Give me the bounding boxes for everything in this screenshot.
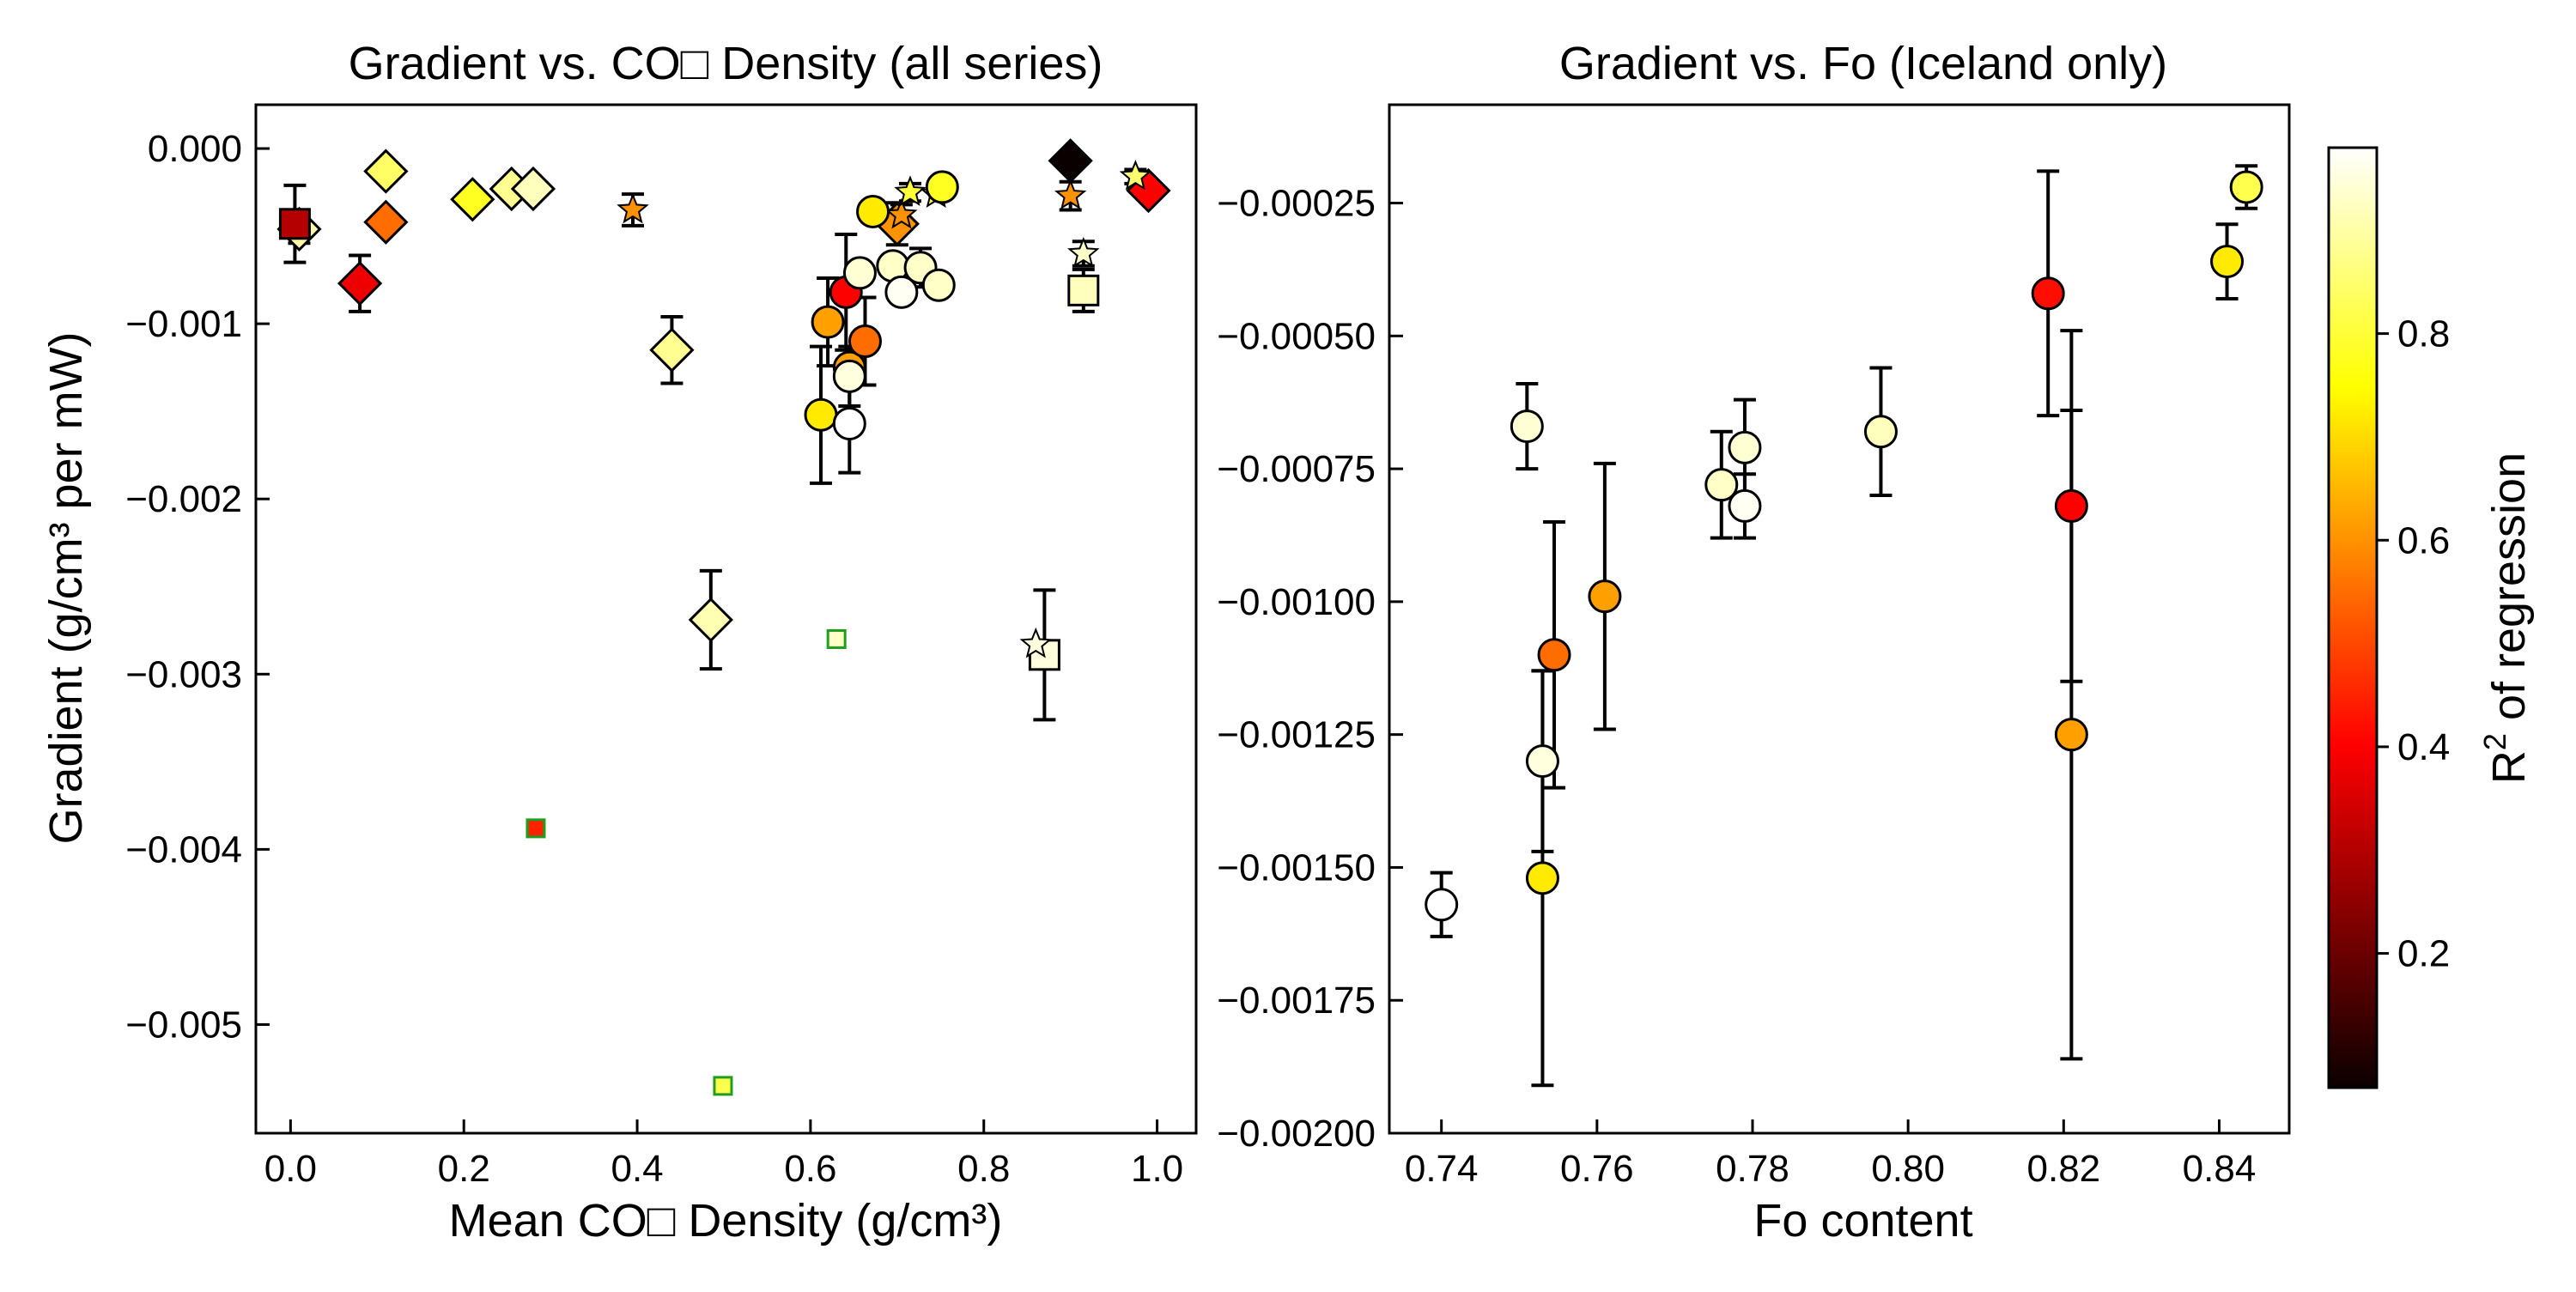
left-data-point-circle: (0.645, -0.0013) (832, 359, 866, 393)
left-x-tick-label: 0.0 (264, 1148, 317, 1190)
left-axes-frame (254, 103, 1198, 1135)
right-x-tick-label: 0.80 (1871, 1148, 1945, 1190)
left-data-point-small-square: (0.499, -0.00535) (713, 1076, 733, 1096)
colorbar-gradient (2327, 146, 2379, 1089)
right-data-point-circle: (0.761, -0.00099) (1588, 579, 1622, 614)
left-data-point-star: (0.9, -0.00027) (1054, 179, 1087, 210)
left-data-point-circle: (0.672, -0.00036) (856, 194, 890, 228)
left-data-point-circle: (0.612, -0.00152) (804, 397, 838, 432)
colorbar-tick-label: 0.4 (2397, 726, 2450, 768)
right-x-tick-label: 0.76 (1560, 1148, 1634, 1190)
left-data-point-star: (0.715, -0.00025) (894, 175, 927, 206)
right-y-tick-label: −0.00075 (1217, 448, 1376, 490)
left-data-point-small-square: (0.283, -0.00388) (526, 818, 546, 839)
left-y-axis-label: Gradient (g/cm³ per mW) (40, 331, 92, 844)
colorbar-tick-label: 0.8 (2397, 313, 2450, 355)
right-chart: Gradient vs. Fo (Iceland only) Fo conten… (1217, 38, 2291, 1247)
left-data-point-diamond: (0.485, -0.00269) (688, 597, 733, 643)
left-x-axis-label: Mean CO□ Density (g/cm³) (449, 1195, 1003, 1247)
left-data-point-circle: (0.657, -0.00071) (842, 256, 877, 290)
right-x-tick-label: 0.82 (2027, 1148, 2101, 1190)
colorbar-ticks: 0.2 0.4 0.6 0.8 (2377, 313, 2450, 975)
right-x-axis-label: Fo content (1753, 1195, 1972, 1247)
left-x-tick-label: 0.6 (784, 1148, 836, 1190)
colorbar-tick-label: 0.2 (2397, 933, 2450, 975)
right-data-point-circle: (0.818, -0.00042) (2031, 276, 2065, 311)
left-data-point-circle: (0.663, -0.0011) (848, 325, 882, 359)
left-data-point-circle: (0.752, -0.00022) (925, 170, 959, 204)
left-plot-area: 0.0 0.2 0.4 0.6 0.8 1.0 0.000 −0.001 −0.002 −0.00… (125, 128, 1183, 1190)
left-data-point-diamond: (0.9, -0.00007) (1048, 138, 1093, 184)
left-data-point-circle: (0.645, -0.00157) (832, 406, 866, 440)
left-data-point-star: (0.86, -0.00283) (1019, 627, 1053, 658)
left-data-point-circle: (0.748, -0.00078) (921, 268, 956, 302)
left-data-point-square: (0.915, -0.00081) (1067, 274, 1100, 306)
left-data-point-small-square: (0.63, -0.0028) (826, 628, 847, 649)
left-data-point-square: (0.005, -0.00043) (278, 208, 311, 240)
left-data-point-star: (0.395, -0.00035) (617, 192, 649, 224)
left-y-tick-label: −0.002 (125, 478, 242, 520)
right-y-tick-label: −0.00175 (1217, 980, 1376, 1022)
left-data-point-star: (0.975, -0.00016) (1119, 160, 1152, 191)
right-data-point-circle: (0.7965, -0.00068) (1863, 415, 1898, 449)
right-data-point-circle: (0.821, -0.00125) (2054, 718, 2088, 752)
left-y-tick-label: 0.000 (148, 128, 242, 170)
right-data-point-circle: (0.74, -0.00157) (1425, 888, 1459, 922)
right-y-tick-label: −0.00150 (1217, 846, 1376, 889)
right-data-point-circle: (0.779, -0.00082) (1728, 488, 1762, 523)
right-data-point-circle: (0.753, -0.00152) (1525, 861, 1559, 895)
left-data-point-diamond: (0.11, -0.00013) (363, 149, 409, 194)
right-plot-area: 0.74 0.76 0.78 0.80 0.82 0.84 −0.00025 −0.00050… (1217, 164, 2263, 1190)
right-chart-title: Gradient vs. Fo (Iceland only) (1559, 38, 2167, 89)
right-x-tick-label: 0.84 (2183, 1148, 2257, 1190)
right-axes-frame (1388, 103, 2291, 1135)
left-data-point-circle: (0.62, -0.00099) (811, 305, 845, 339)
left-y-tick-label: −0.004 (125, 828, 242, 870)
left-y-tick-label: −0.003 (125, 653, 242, 695)
right-data-point-circle: (0.821, -0.00082) (2054, 488, 2088, 523)
left-data-point-diamond: (0.21, -0.00029) (450, 177, 495, 222)
right-y-tick-label: −0.00050 (1217, 315, 1376, 357)
left-x-tick-label: 0.8 (957, 1148, 1010, 1190)
colorbar-label: R2 of regression (2477, 452, 2535, 784)
right-y-tick-label: −0.00125 (1217, 714, 1376, 756)
right-data-point-circle: (0.779, -0.00071) (1728, 430, 1762, 464)
right-data-point-circle: (0.841, -0.00036) (2210, 245, 2245, 279)
left-data-point-diamond: (0.28, -0.00023) (510, 166, 556, 212)
right-data-point-circle: (0.8435, -0.00022) (2229, 170, 2263, 204)
left-data-point-diamond: (0.11, -0.00042) (363, 199, 409, 245)
left-data-point-diamond: (0.08, -0.00077) (337, 261, 383, 306)
left-chart: Gradient vs. CO□ Density (all series) Me… (40, 38, 1198, 1247)
left-data-point-circle: (0.705, -0.00082) (884, 275, 919, 309)
colorbar-tick-label: 0.6 (2397, 519, 2450, 561)
right-data-point-circle: (0.776, -0.00078) (1704, 468, 1739, 502)
right-x-tick-label: 0.74 (1405, 1148, 1479, 1190)
right-y-tick-label: −0.00200 (1217, 1113, 1376, 1155)
right-data-point-circle: (0.753, -0.0013) (1525, 744, 1559, 779)
left-x-tick-label: 1.0 (1131, 1148, 1183, 1190)
right-x-tick-label: 0.78 (1716, 1148, 1789, 1190)
right-data-point-circle: (0.751, -0.00067) (1510, 409, 1544, 444)
left-data-point-star: (0.705, -0.00038) (885, 197, 918, 229)
colorbar: 0.2 0.4 0.6 0.8 R2 of regression (2327, 146, 2535, 1089)
left-data-point-star: (0.915, -0.0006) (1067, 236, 1100, 268)
right-data-point-circle: (0.7545, -0.0011) (1537, 638, 1571, 672)
left-y-tick-label: −0.001 (125, 303, 242, 345)
left-data-point-diamond: (0.44, -0.00115) (649, 327, 695, 373)
right-y-tick-label: −0.00025 (1217, 183, 1376, 225)
left-x-tick-label: 0.4 (611, 1148, 663, 1190)
left-x-tick-label: 0.2 (438, 1148, 490, 1190)
left-chart-title: Gradient vs. CO□ Density (all series) (349, 38, 1103, 89)
right-y-tick-label: −0.00100 (1217, 581, 1376, 623)
left-y-tick-label: −0.005 (125, 1004, 242, 1046)
